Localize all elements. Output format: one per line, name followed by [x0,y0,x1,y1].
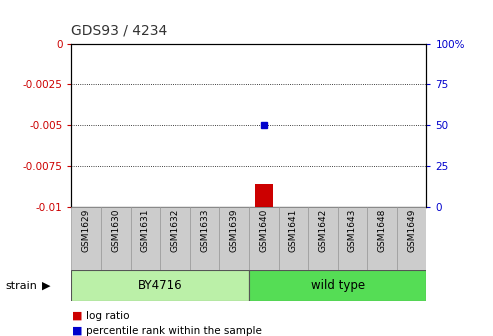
Bar [338,207,367,270]
Text: percentile rank within the sample: percentile rank within the sample [86,326,262,336]
Text: GSM1641: GSM1641 [289,209,298,252]
Text: GSM1649: GSM1649 [407,209,416,252]
Text: GSM1633: GSM1633 [200,209,209,252]
Text: ▶: ▶ [42,281,50,291]
Bar [279,207,308,270]
Text: strain: strain [5,281,37,291]
Bar [255,184,273,207]
Bar [249,207,279,270]
Text: log ratio: log ratio [86,311,130,321]
Text: GDS93 / 4234: GDS93 / 4234 [71,24,168,38]
Text: GSM1629: GSM1629 [82,209,91,252]
Text: GSM1642: GSM1642 [318,209,327,252]
Bar [101,207,131,270]
Text: GSM1640: GSM1640 [259,209,268,252]
Text: ■: ■ [71,326,82,336]
Bar [308,207,338,270]
Bar [71,270,249,301]
Bar [160,207,190,270]
Text: GSM1643: GSM1643 [348,209,357,252]
Text: BY4716: BY4716 [138,279,182,292]
Bar [131,207,160,270]
Text: GSM1632: GSM1632 [171,209,179,252]
Text: GSM1648: GSM1648 [378,209,387,252]
Text: GSM1631: GSM1631 [141,209,150,252]
Bar [71,207,101,270]
Bar [367,207,397,270]
Text: ■: ■ [71,311,82,321]
Bar [190,207,219,270]
Text: GSM1639: GSM1639 [230,209,239,252]
Text: wild type: wild type [311,279,365,292]
Bar [397,207,426,270]
Bar [249,270,426,301]
Text: GSM1630: GSM1630 [111,209,120,252]
Bar [219,207,249,270]
